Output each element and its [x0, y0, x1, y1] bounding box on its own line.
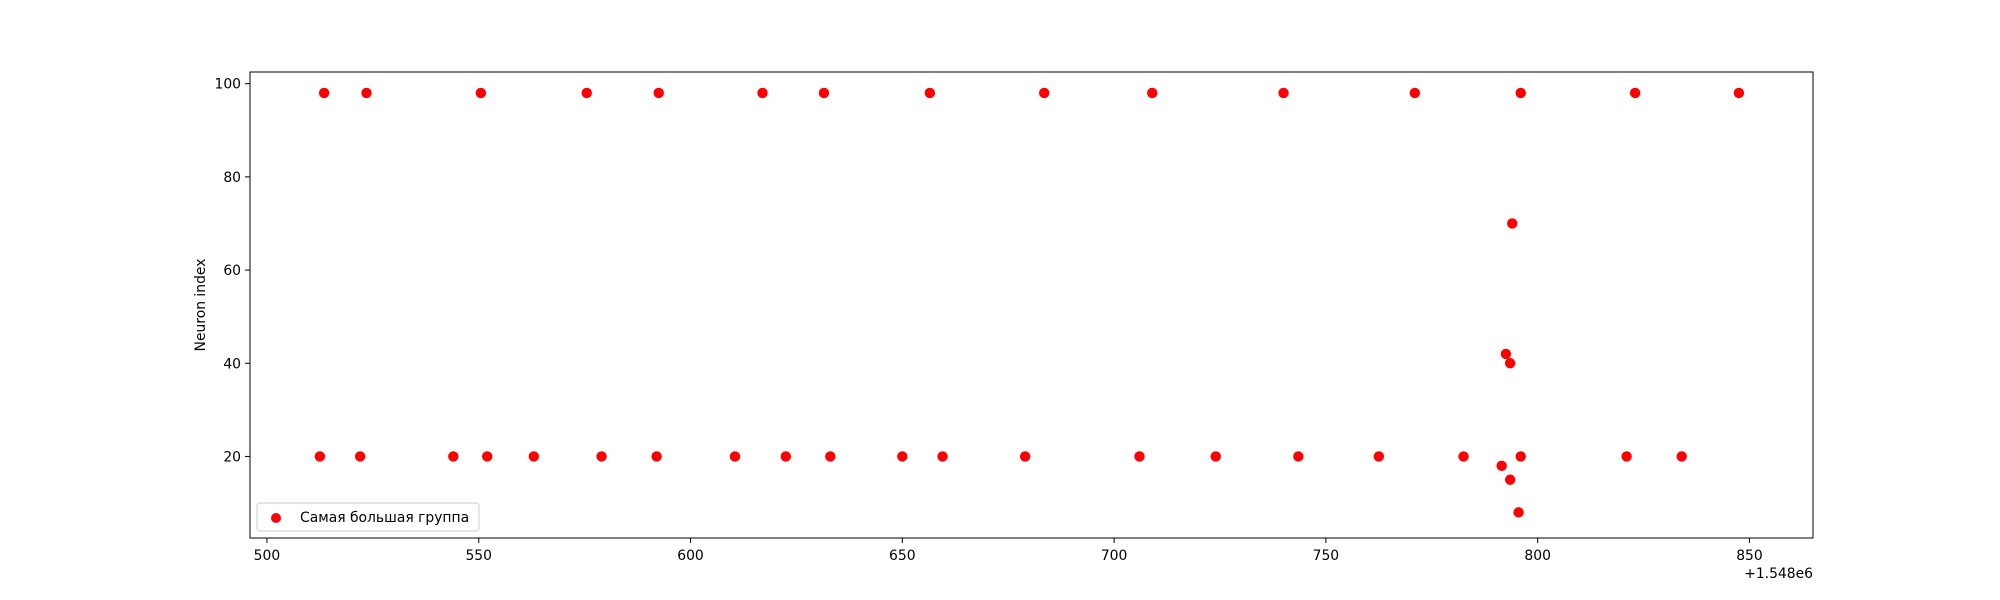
data-point — [1513, 507, 1524, 518]
x-tick-label: 700 — [1101, 548, 1128, 564]
data-point — [1373, 451, 1385, 462]
data-point — [757, 87, 768, 99]
data-point — [1147, 87, 1158, 99]
data-point — [1409, 87, 1421, 99]
data-point — [1039, 87, 1050, 99]
y-axis: 20 40 60 80 100 — [214, 77, 250, 465]
x-tick-label: 850 — [1736, 548, 1763, 564]
data-point — [475, 87, 487, 99]
x-tick-label: 600 — [677, 548, 704, 564]
data-point — [581, 87, 592, 99]
y-tick-label: 40 — [223, 356, 241, 372]
data-point — [1210, 451, 1221, 462]
data-point — [318, 87, 330, 99]
x-tick-label: 750 — [1313, 548, 1340, 564]
data-point — [1504, 358, 1516, 369]
legend-box — [256, 502, 480, 532]
data-point — [482, 451, 493, 462]
x-tick-label: 550 — [465, 548, 492, 564]
data-point — [818, 87, 830, 99]
x-tick-label: 650 — [889, 548, 916, 564]
data-point — [780, 451, 792, 462]
y-tick-label: 80 — [223, 170, 241, 186]
data-point — [937, 451, 948, 462]
data-point — [1504, 474, 1516, 485]
data-point — [1507, 218, 1518, 229]
data-point — [653, 87, 664, 99]
data-point — [897, 451, 908, 462]
data-point — [825, 451, 836, 462]
data-points — [314, 87, 1745, 518]
y-tick-label: 60 — [223, 263, 241, 279]
data-point — [1515, 451, 1526, 462]
data-point — [596, 451, 607, 462]
data-point — [1733, 87, 1745, 99]
data-point — [1134, 451, 1145, 462]
data-point — [1629, 87, 1641, 99]
data-point — [1515, 87, 1526, 99]
legend: Самая большая группа — [256, 502, 480, 532]
data-point — [1019, 451, 1031, 462]
data-point — [314, 451, 326, 462]
data-point — [354, 451, 366, 462]
x-tick-label: 500 — [254, 548, 281, 564]
data-point — [448, 451, 459, 462]
data-point — [361, 87, 372, 99]
data-point — [1293, 451, 1304, 462]
data-point — [1458, 451, 1469, 462]
data-point — [528, 451, 539, 462]
x-offset-label: +1.548e6 — [1744, 566, 1813, 582]
data-point — [1496, 460, 1507, 471]
data-point — [1621, 451, 1632, 462]
data-point — [1278, 87, 1289, 99]
data-point — [651, 451, 662, 462]
legend-label: Самая большая группа — [300, 510, 469, 526]
legend-marker — [271, 513, 281, 523]
data-point — [1500, 348, 1512, 360]
data-point — [1676, 451, 1687, 462]
y-tick-label: 100 — [214, 77, 241, 93]
x-axis: 500 550 600 650 700 750 800 850 — [254, 538, 1763, 564]
x-tick-label: 800 — [1524, 548, 1551, 564]
axes-frame — [249, 71, 1814, 539]
data-point — [924, 87, 936, 99]
y-tick-label: 20 — [223, 449, 241, 465]
y-axis-label: Neuron index — [193, 259, 209, 352]
data-point — [729, 451, 741, 462]
